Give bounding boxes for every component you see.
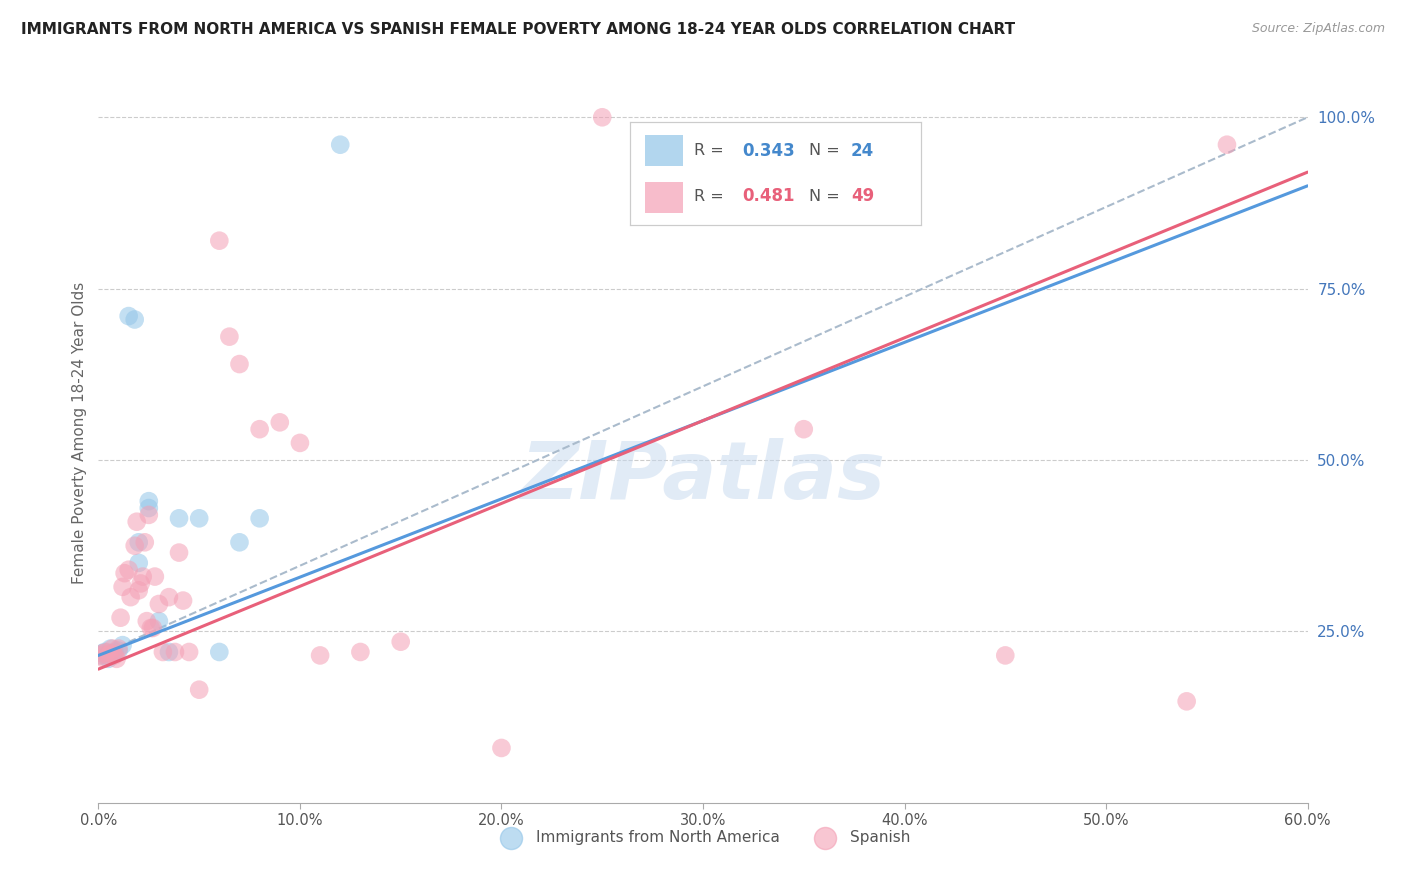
Point bbox=[167, 511, 190, 525]
Point bbox=[188, 682, 211, 697]
Point bbox=[591, 110, 613, 124]
Point bbox=[148, 614, 170, 628]
Point bbox=[138, 501, 160, 516]
Point bbox=[163, 645, 186, 659]
Y-axis label: Female Poverty Among 18-24 Year Olds: Female Poverty Among 18-24 Year Olds bbox=[72, 282, 87, 583]
Point bbox=[103, 645, 125, 659]
Point bbox=[389, 634, 412, 648]
Point bbox=[1216, 137, 1239, 152]
Point bbox=[218, 329, 240, 343]
Point bbox=[157, 645, 180, 659]
Point bbox=[167, 545, 190, 559]
Point bbox=[107, 641, 129, 656]
Point bbox=[138, 508, 160, 522]
Point bbox=[93, 645, 115, 659]
Point bbox=[128, 583, 150, 598]
Point bbox=[93, 652, 115, 666]
Point bbox=[118, 309, 141, 323]
Point bbox=[134, 535, 156, 549]
Point bbox=[103, 648, 125, 663]
Point bbox=[309, 648, 332, 663]
Point bbox=[124, 312, 146, 326]
Point bbox=[157, 590, 180, 604]
Point bbox=[124, 539, 146, 553]
Point bbox=[89, 648, 111, 663]
Point bbox=[96, 648, 118, 663]
Point bbox=[105, 652, 128, 666]
Point bbox=[97, 648, 120, 663]
Point bbox=[228, 357, 250, 371]
Point bbox=[111, 580, 134, 594]
Text: ZIPatlas: ZIPatlas bbox=[520, 438, 886, 516]
Point bbox=[128, 535, 150, 549]
Point bbox=[110, 610, 132, 624]
Point bbox=[179, 645, 201, 659]
Point bbox=[101, 641, 124, 656]
Point bbox=[128, 556, 150, 570]
Point bbox=[188, 511, 211, 525]
Point bbox=[148, 597, 170, 611]
Point bbox=[269, 415, 291, 429]
Point bbox=[100, 641, 122, 656]
Point bbox=[100, 646, 122, 660]
Point bbox=[249, 511, 271, 525]
Point bbox=[228, 535, 250, 549]
Point bbox=[132, 569, 155, 583]
Point bbox=[129, 576, 152, 591]
Point bbox=[208, 645, 231, 659]
Point bbox=[152, 645, 174, 659]
Point bbox=[135, 614, 157, 628]
Point bbox=[101, 646, 124, 660]
Point bbox=[118, 563, 141, 577]
Point bbox=[349, 645, 371, 659]
Point bbox=[142, 621, 165, 635]
Point bbox=[125, 515, 148, 529]
Point bbox=[91, 646, 114, 660]
Point bbox=[138, 494, 160, 508]
Point bbox=[111, 638, 134, 652]
Point bbox=[91, 646, 114, 660]
Point bbox=[114, 566, 136, 581]
Point bbox=[208, 234, 231, 248]
Point bbox=[288, 436, 311, 450]
Point bbox=[793, 422, 815, 436]
Point bbox=[139, 621, 162, 635]
Legend: Immigrants from North America, Spanish: Immigrants from North America, Spanish bbox=[489, 823, 917, 851]
Point bbox=[120, 590, 142, 604]
Text: Source: ZipAtlas.com: Source: ZipAtlas.com bbox=[1251, 22, 1385, 36]
Point bbox=[329, 137, 352, 152]
Point bbox=[1175, 694, 1198, 708]
Point bbox=[994, 648, 1017, 663]
Text: IMMIGRANTS FROM NORTH AMERICA VS SPANISH FEMALE POVERTY AMONG 18-24 YEAR OLDS CO: IMMIGRANTS FROM NORTH AMERICA VS SPANISH… bbox=[21, 22, 1015, 37]
Point bbox=[143, 569, 166, 583]
Point bbox=[89, 648, 111, 663]
Point bbox=[96, 645, 118, 659]
Point bbox=[107, 643, 129, 657]
Point bbox=[249, 422, 271, 436]
Point bbox=[97, 652, 120, 666]
Point bbox=[491, 741, 513, 756]
Point bbox=[172, 593, 194, 607]
